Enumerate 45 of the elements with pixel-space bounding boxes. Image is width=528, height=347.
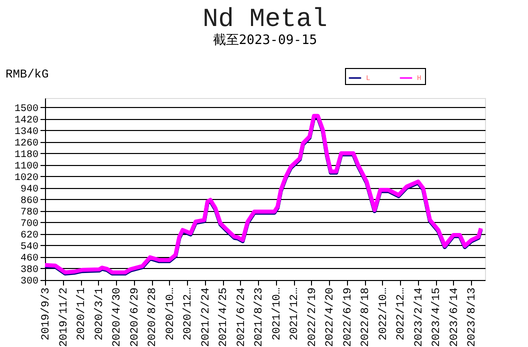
x-tick-label: 2023/6/14 [448,287,461,347]
chart-title: Nd Metal [202,4,328,34]
x-tick-label: 2023/8/13 [466,288,479,347]
y-tick-label: 1420 [14,115,38,126]
x-tick-label: 2022/12… [396,288,408,340]
x-tick-label: 2021/2/24 [200,287,212,347]
y-tick-label: 1100 [14,161,38,172]
x-tick-label: 2021/10… [271,288,284,340]
x-tick-label: 2022/8/18 [360,288,372,347]
y-tick-label: 540 [20,242,38,253]
x-tick-label: 2020/4/30 [112,288,124,347]
x-tick-label: 2020/1/1 [76,287,88,340]
y-tick-label: 940 [20,184,38,196]
y-tick-label: 1260 [14,138,38,150]
x-tick-label: 2019/9/3 [40,288,52,340]
line-series [43,114,483,274]
x-tick-label: 2022/6/19 [342,288,354,347]
x-tick-label: 2021/8/23 [254,288,266,347]
x-tick-label: 2019/11/2 [58,288,70,347]
y-tick-label: 1180 [14,150,38,161]
y-tick-label: 460 [20,253,38,264]
y-tick-label: 380 [20,264,38,276]
x-tick-label: 2022/2/19 [306,288,319,347]
y-tick-label: 1340 [14,126,38,138]
y-tick-label: 1020 [14,172,38,184]
x-tick-label: 2020/3/1 [94,287,106,340]
x-tick-label: 2020/8/28 [147,288,160,347]
y-axis-title: RMB/kG [6,68,49,82]
x-tick-label: 2023/4/15 [431,288,444,347]
x-tick-label: 2023/2/14 [413,287,426,347]
x-tick-label: 2020/12… [182,288,195,340]
x-tick-label: 2020/6/29 [129,288,142,347]
y-tick-label: 620 [20,230,38,242]
y-tick-label: 1500 [14,104,38,115]
y-tick-label: 700 [20,218,38,230]
x-tick-label: 2022/4/20 [324,288,337,347]
y-tick-label: 860 [20,196,38,207]
x-tick-label: 2021/4/25 [218,288,230,347]
chart-subtitle: 截至2023-09-15 [212,33,318,48]
x-tick-label: 2021/12… [289,288,302,340]
x-tick-label: 2021/6/24 [236,287,248,347]
x-tick-label: 2022/10… [378,288,390,340]
y-tick-label: 780 [20,207,38,218]
x-tick-label: 2020/10… [164,288,177,340]
y-tick-label: 300 [20,276,38,288]
